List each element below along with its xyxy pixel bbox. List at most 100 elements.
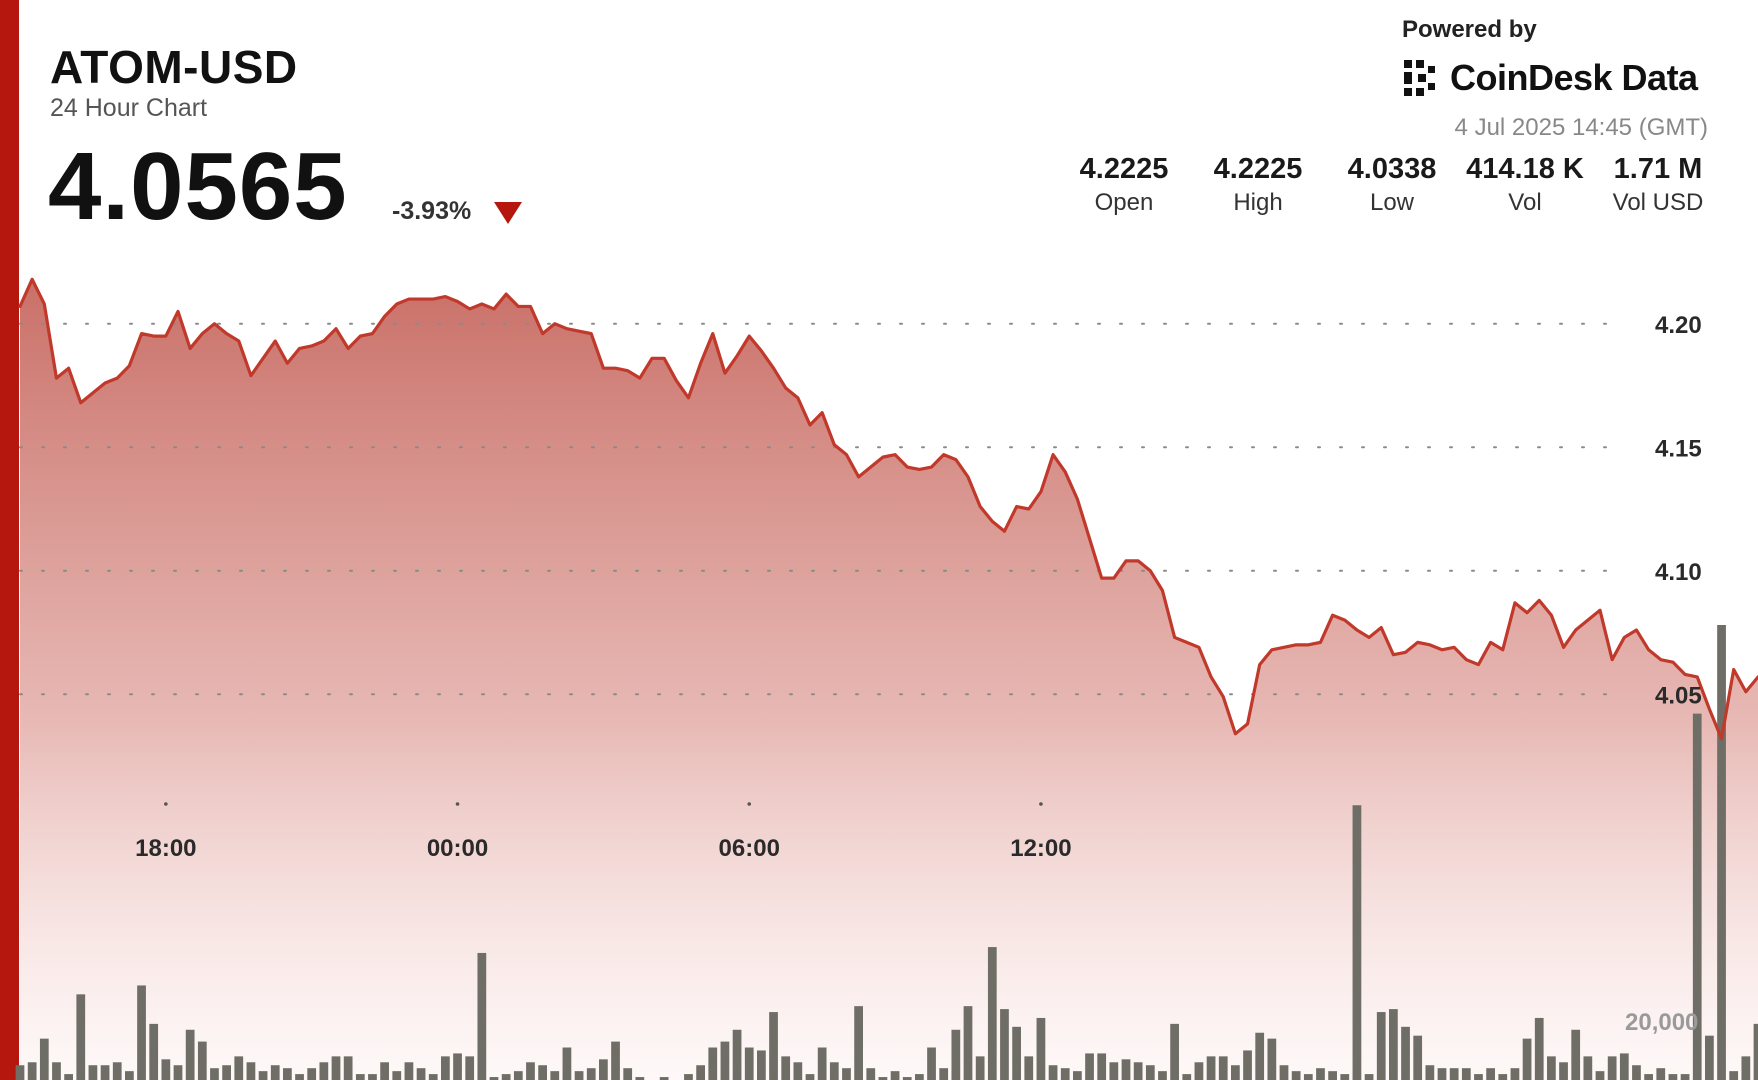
powered-by-label: Powered by	[1402, 16, 1537, 43]
volume-bar	[866, 1068, 876, 1080]
volume-bar	[39, 1038, 49, 1080]
volume-bar	[1158, 1071, 1167, 1080]
stat-low-value: 4.0338	[1347, 153, 1437, 185]
volume-bar	[927, 1047, 936, 1080]
volume-bar	[1741, 1056, 1751, 1080]
volume-bar	[562, 1047, 572, 1080]
volume-bar	[210, 1068, 219, 1080]
volume-bar	[951, 1029, 961, 1080]
volume-bar	[1291, 1071, 1301, 1080]
volume-bar	[368, 1074, 377, 1080]
volume-bar	[854, 1006, 863, 1080]
volume-bar	[1449, 1068, 1459, 1080]
volume-bar	[1085, 1053, 1094, 1080]
volume-bar	[1073, 1071, 1082, 1080]
volume-bar	[1644, 1074, 1653, 1080]
volume-bar	[915, 1074, 924, 1080]
volume-bar	[574, 1071, 584, 1080]
volume-bar	[902, 1077, 912, 1080]
current-price: 4.0565	[48, 133, 348, 240]
volume-bar	[222, 1065, 231, 1080]
volume-bar	[842, 1068, 851, 1080]
volume-bar	[137, 985, 146, 1080]
stats-row: 4.2225 Open 4.2225 High 4.0338 Low 414.1…	[0, 152, 1758, 232]
volume-bar	[173, 1065, 183, 1080]
volume-bar	[1255, 1032, 1265, 1080]
volume-bar	[1036, 1017, 1046, 1080]
volume-bar	[817, 1047, 827, 1080]
volume-bar	[355, 1074, 365, 1080]
volume-bar	[744, 1047, 754, 1080]
volume-bar	[1145, 1065, 1155, 1080]
volume-bar	[1133, 1062, 1143, 1080]
volume-bar	[185, 1029, 195, 1080]
volume-bar	[1340, 1074, 1350, 1080]
volume-bar	[453, 1053, 462, 1080]
volume-bar	[1632, 1065, 1641, 1080]
volume-bar	[987, 947, 997, 1080]
volume-bar	[295, 1074, 304, 1080]
volume-bar	[1012, 1026, 1021, 1080]
volume-bar	[428, 1074, 438, 1080]
volume-bar	[550, 1071, 560, 1080]
volume-bar	[477, 952, 487, 1080]
volume-bar	[197, 1041, 207, 1080]
volume-bar	[599, 1059, 608, 1080]
pair-title: ATOM-USD	[50, 41, 298, 93]
volume-bar	[1097, 1053, 1107, 1080]
volume-bar	[1194, 1062, 1204, 1080]
volume-bar	[1170, 1023, 1179, 1080]
volume-bar	[112, 1062, 122, 1080]
volume-bar	[1437, 1068, 1447, 1080]
volume-bar	[1656, 1068, 1666, 1080]
volume-bar	[781, 1056, 791, 1080]
volume-bar	[1619, 1053, 1629, 1080]
volume-bar	[805, 1074, 815, 1080]
volume-bar	[52, 1062, 61, 1080]
volume-bar	[270, 1065, 280, 1080]
volume-bar	[100, 1065, 110, 1080]
volume-bar	[611, 1041, 620, 1080]
volume-bar	[732, 1029, 742, 1080]
x-tick-label-2: 06:00	[719, 835, 780, 862]
volume-bar	[684, 1074, 693, 1080]
volume-bar	[380, 1062, 389, 1080]
stat-high-value: 4.2225	[1213, 153, 1303, 185]
stat-open-value: 4.2225	[1079, 153, 1169, 185]
volume-bar	[1425, 1065, 1435, 1080]
volume-bar	[392, 1071, 402, 1080]
volume-bar	[538, 1065, 547, 1080]
volume-bar	[708, 1047, 718, 1080]
volume-bar	[1413, 1035, 1423, 1080]
stat-high: 4.2225 High	[1214, 152, 1303, 220]
volume-bar	[1364, 1074, 1374, 1080]
volume-bar	[88, 1065, 98, 1080]
volume-bar	[1729, 1071, 1739, 1080]
volume-bar	[76, 994, 86, 1080]
x-tick-label-1: 00:00	[427, 835, 488, 862]
volume-bar	[331, 1056, 341, 1080]
stat-low-label: Low	[1369, 189, 1415, 216]
volume-bar	[720, 1041, 730, 1080]
volume-bar	[125, 1071, 134, 1080]
volume-bar	[1753, 1023, 1758, 1080]
x-tick-mark-1	[455, 802, 460, 806]
volume-bar	[1206, 1056, 1216, 1080]
stat-vol-usd: 1.71 M Vol USD	[1613, 152, 1704, 220]
volume-bar	[1486, 1068, 1495, 1080]
volume-bar	[963, 1006, 973, 1080]
volume-bar	[829, 1062, 839, 1080]
volume-bar	[1680, 1074, 1690, 1080]
volume-bar	[161, 1059, 171, 1080]
volume-bar	[1547, 1056, 1556, 1080]
volume-bar	[1182, 1074, 1192, 1080]
volume-bar	[623, 1068, 633, 1080]
volume-bar	[1109, 1062, 1119, 1080]
volume-bar	[1267, 1038, 1277, 1080]
volume-bar	[1243, 1050, 1252, 1080]
x-tick-label-0: 18:00	[135, 835, 196, 862]
volume-bar	[307, 1068, 317, 1080]
volume-bar	[975, 1056, 985, 1080]
volume-bar	[1048, 1065, 1058, 1080]
